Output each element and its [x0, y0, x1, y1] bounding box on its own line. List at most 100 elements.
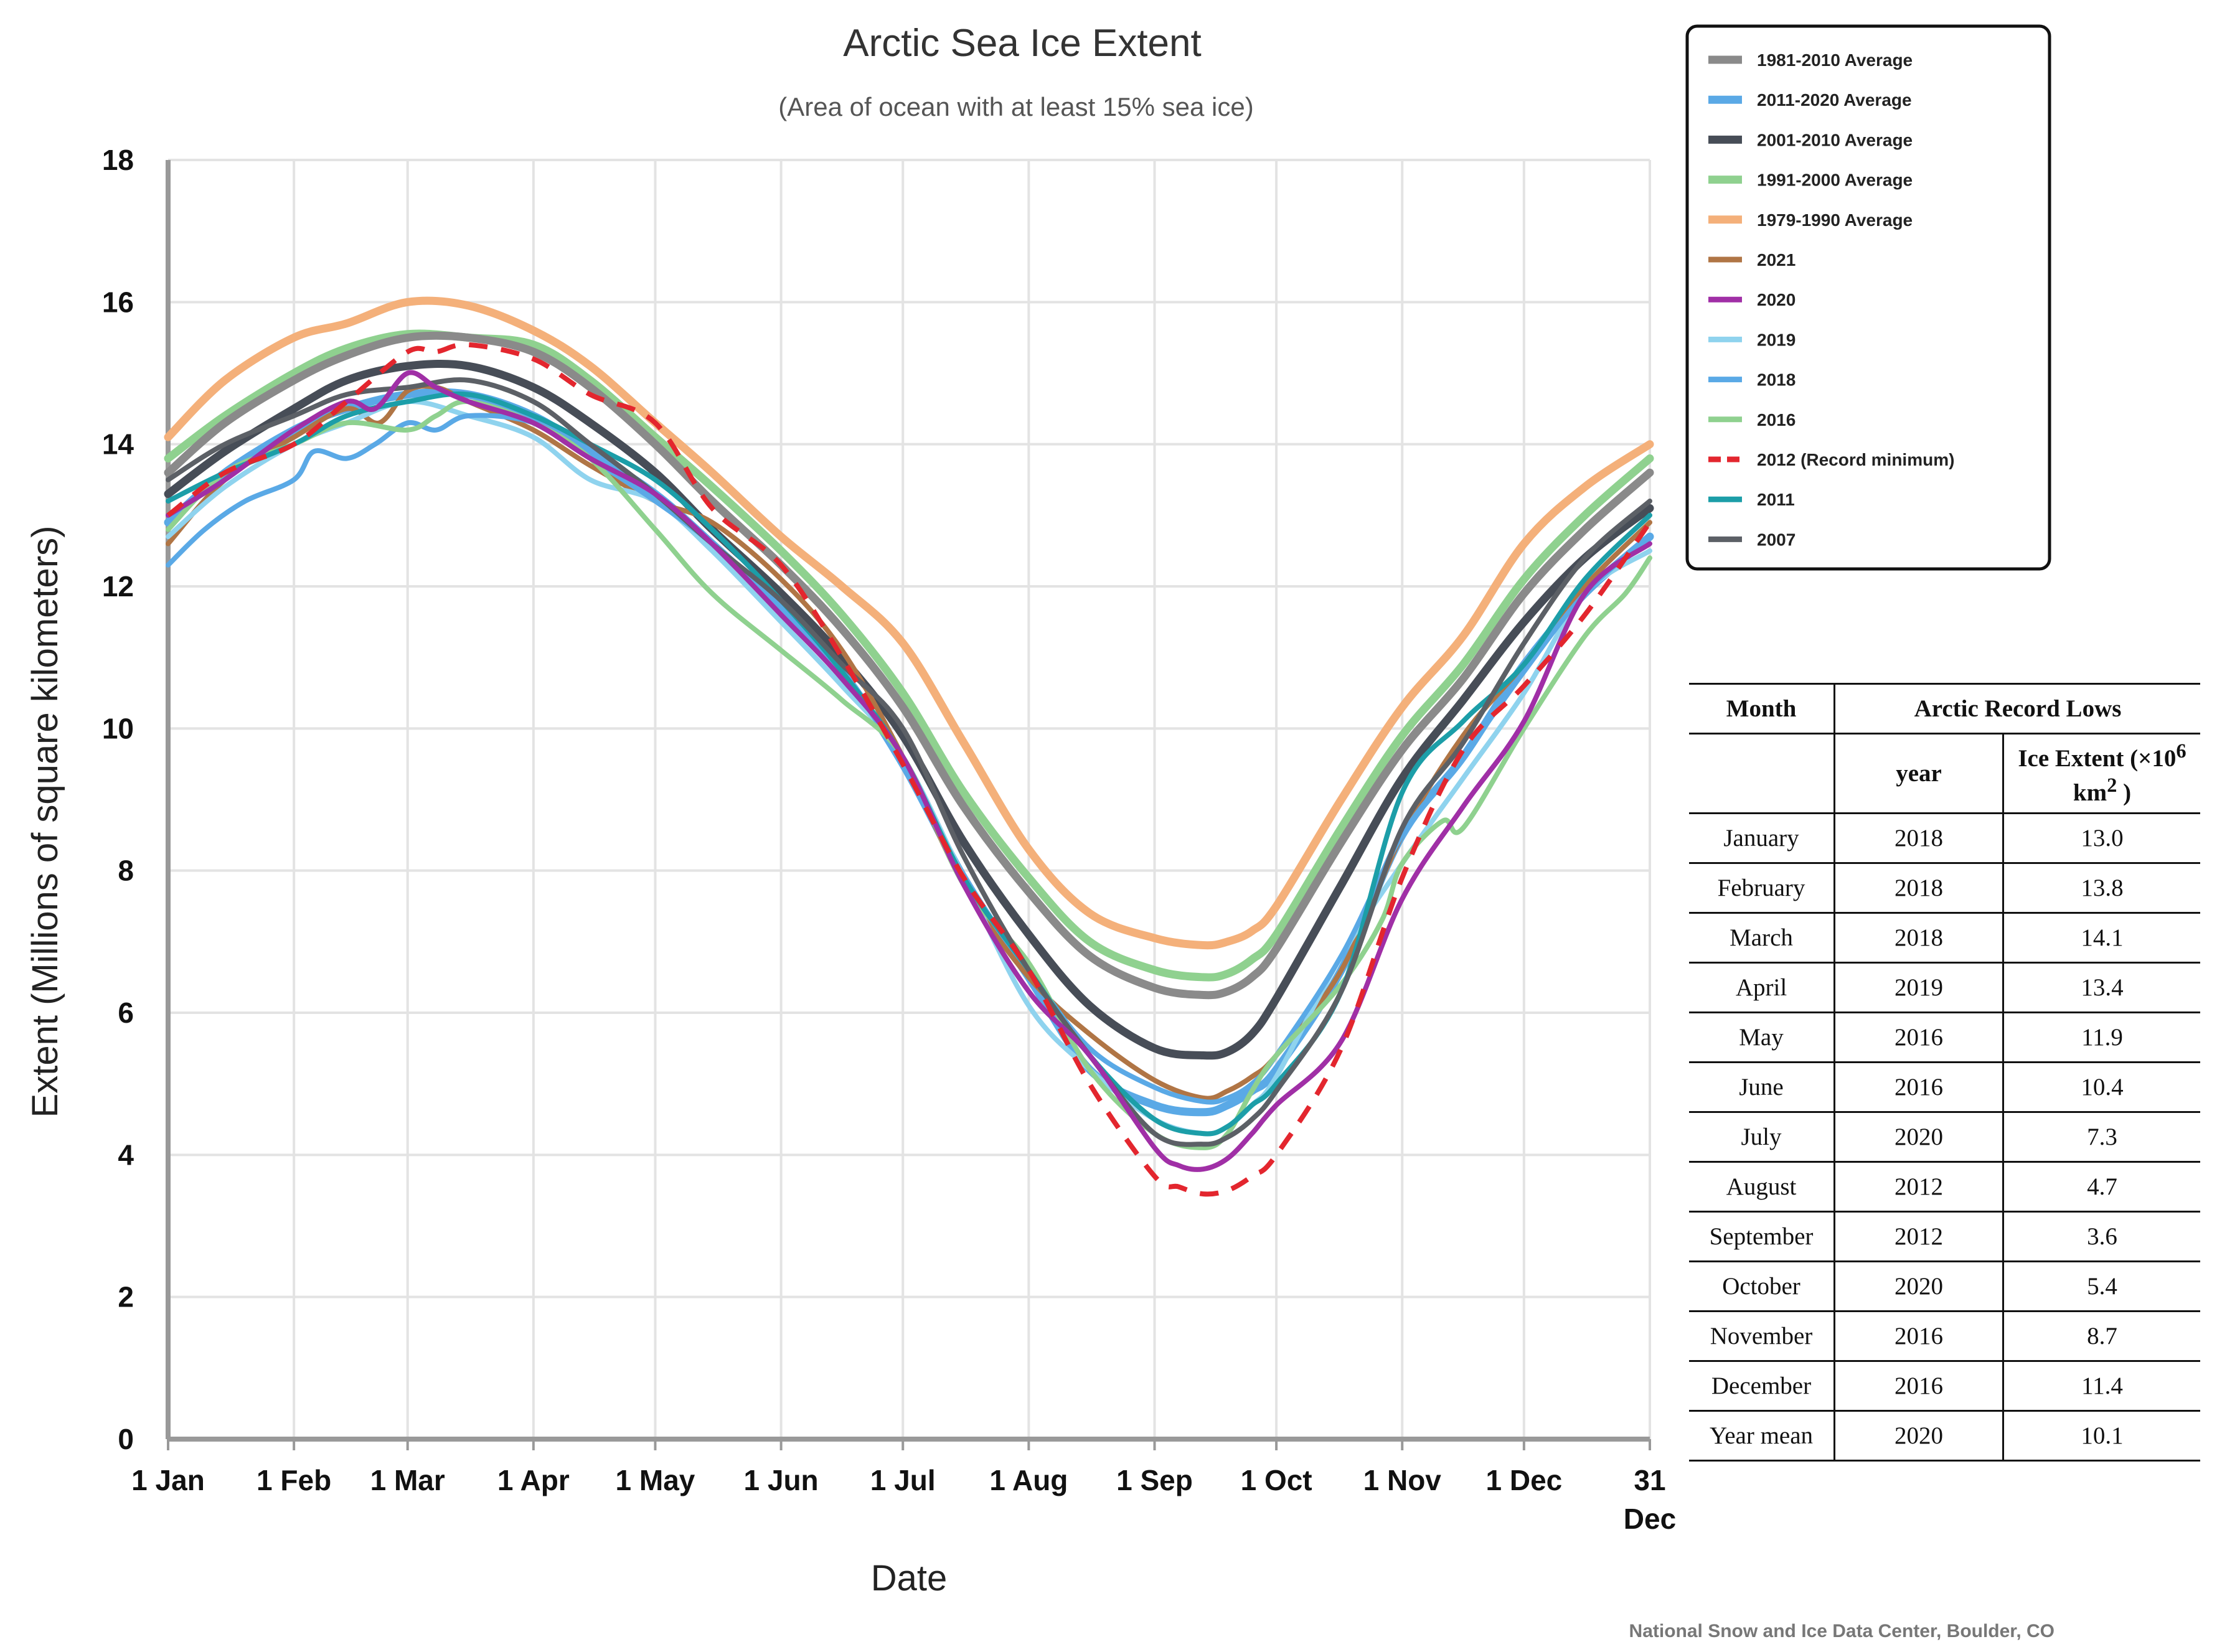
table-cell-year: 2020: [1833, 1260, 2004, 1312]
table-cell-year: 2019: [1833, 962, 2004, 1013]
table-cell-year: 2016: [1833, 1310, 2004, 1362]
table-cell-month: February: [1689, 862, 1835, 914]
y-tick-label: 4: [118, 1138, 134, 1171]
y-axis-title: Extent (Millions of square kilometers): [25, 526, 65, 1118]
legend-label: 2019: [1757, 330, 1796, 349]
legend-label: 2001-2010 Average: [1757, 130, 1913, 149]
x-tick-label: 31: [1634, 1464, 1665, 1496]
table-cell-extent: 10.1: [2002, 1410, 2200, 1462]
x-tick-label: 1 Dec: [1485, 1464, 1562, 1496]
table-cell-extent: 11.4: [2002, 1360, 2200, 1412]
y-tick-label: 16: [102, 286, 134, 318]
table-row: May 2016 11.9: [1689, 1011, 2200, 1063]
table-cell-month: December: [1689, 1360, 1835, 1412]
legend-label: 2007: [1757, 530, 1796, 549]
table-cell-extent: 14.1: [2002, 912, 2200, 964]
axes: [166, 160, 1651, 1450]
legend-label: 1979-1990 Average: [1757, 210, 1913, 230]
table-cell-month: July: [1689, 1111, 1835, 1163]
table-row: Year mean 2020 10.1: [1689, 1410, 2200, 1462]
table-cell-month: August: [1689, 1161, 1835, 1213]
credit-text: National Snow and Ice Data Center, Bould…: [1629, 1621, 2055, 1641]
table-cell-month: Year mean: [1689, 1410, 1835, 1462]
table-cell-month: April: [1689, 962, 1835, 1013]
table-header-blank: [1689, 733, 1835, 814]
table-cell-year: 2018: [1833, 912, 2004, 964]
legend: 1981-2010 Average 2011-2020 Average 2001-2…: [1685, 24, 2051, 571]
table-cell-year: 2020: [1833, 1111, 2004, 1163]
legend-label: 2018: [1757, 370, 1796, 390]
table-cell-month: January: [1689, 812, 1835, 864]
legend-label: 1981-2010 Average: [1757, 50, 1913, 70]
x-tick-label: 1 Mar: [370, 1464, 445, 1496]
table-cell-extent: 5.4: [2002, 1260, 2200, 1312]
table-cell-year: 2018: [1833, 812, 2004, 864]
table-cell-extent: 11.9: [2002, 1011, 2200, 1063]
y-tick-label: 8: [118, 855, 134, 887]
record-lows-table: Month Arctic Record Lows year Ice Extent…: [1689, 683, 2200, 1462]
table-cell-year: 2016: [1833, 1061, 2004, 1113]
tick-labels: 0 2 4 6 8 10 12 14 16 18 1 Jan 1 Feb 1 Mar 1 Apr 1 May…: [102, 144, 1676, 1535]
table-header-extent: Ice Extent (×106 km2 ): [2002, 733, 2200, 814]
table-row: September 2012 3.6: [1689, 1211, 2200, 1262]
x-tick-label: 1 Jul: [870, 1464, 936, 1496]
series-layer: [164, 296, 1654, 1197]
x-tick-label-line2: Dec: [1624, 1503, 1676, 1535]
table-row: November 2016 8.7: [1689, 1310, 2200, 1362]
legend-label: 1991-2000 Average: [1757, 171, 1913, 190]
series-line-1981-2010-average: [164, 331, 1654, 1000]
legend-box: [1685, 24, 2051, 571]
x-axis-title: Date: [871, 1558, 948, 1598]
y-tick-label: 12: [102, 570, 134, 603]
table-title: Arctic Record Lows: [1833, 683, 2200, 734]
legend-label: 2021: [1757, 250, 1796, 270]
table-cell-month: May: [1689, 1011, 1835, 1063]
x-tick-label: 1 Sep: [1116, 1464, 1193, 1496]
x-tick-label: 1 Jun: [744, 1464, 819, 1496]
legend-items: 1981-2010 Average 2011-2020 Average 2001-2…: [1708, 50, 1954, 549]
table-body: January 2018 13.0 February 2018 13.8 March 2018…: [1689, 812, 2200, 1462]
x-tick-label: 1 Nov: [1363, 1464, 1442, 1496]
series-line-2001-2010-average: [164, 360, 1654, 1060]
y-tick-label: 2: [118, 1281, 134, 1313]
table-row: March 2018 14.1: [1689, 912, 2200, 964]
series-line-2018: [166, 413, 1652, 1105]
table-row: July 2020 7.3: [1689, 1111, 2200, 1163]
table-cell-year: 2012: [1833, 1211, 2004, 1262]
table-cell-extent: 7.3: [2002, 1111, 2200, 1163]
x-tick-label: 1 Oct: [1241, 1464, 1312, 1496]
table-cell-month: October: [1689, 1260, 1835, 1312]
table-cell-year: 2016: [1833, 1360, 2004, 1412]
table-cell-year: 2012: [1833, 1161, 2004, 1213]
table-cell-month: June: [1689, 1061, 1835, 1113]
table-row: January 2018 13.0: [1689, 812, 2200, 864]
series-line-2012-record-minimum: [166, 342, 1652, 1197]
table-cell-extent: 3.6: [2002, 1211, 2200, 1262]
table-cell-year: 2020: [1833, 1410, 2004, 1462]
table-row: August 2012 4.7: [1689, 1161, 2200, 1213]
table-cell-month: November: [1689, 1310, 1835, 1362]
table-cell-extent: 8.7: [2002, 1310, 2200, 1362]
table-cell-extent: 13.4: [2002, 962, 2200, 1013]
y-tick-label: 0: [118, 1423, 134, 1455]
series-line-2007: [166, 377, 1652, 1147]
y-tick-label: 18: [102, 144, 134, 176]
x-tick-label: 1 May: [616, 1464, 695, 1496]
chart-subtitle: (Area of ocean with at least 15% sea ice…: [778, 92, 1253, 121]
table-cell-year: 2018: [1833, 862, 2004, 914]
legend-label: 2011: [1757, 490, 1795, 509]
series-line-1979-1990-average: [164, 296, 1654, 950]
table-cell-extent: 10.4: [2002, 1061, 2200, 1113]
legend-label: 2012 (Record minimum): [1757, 450, 1954, 469]
table-row: December 2016 11.4: [1689, 1360, 2200, 1412]
legend-label: 2020: [1757, 290, 1796, 309]
legend-label: 2011-2020 Average: [1757, 90, 1912, 110]
table-cell-year: 2016: [1833, 1011, 2004, 1063]
table-header-year: year: [1833, 733, 2004, 814]
table-row: October 2020 5.4: [1689, 1260, 2200, 1312]
x-tick-label: 1 Jan: [131, 1464, 205, 1496]
legend-label: 2016: [1757, 410, 1796, 429]
table-row: April 2019 13.4: [1689, 962, 2200, 1013]
table-cell-extent: 4.7: [2002, 1161, 2200, 1213]
